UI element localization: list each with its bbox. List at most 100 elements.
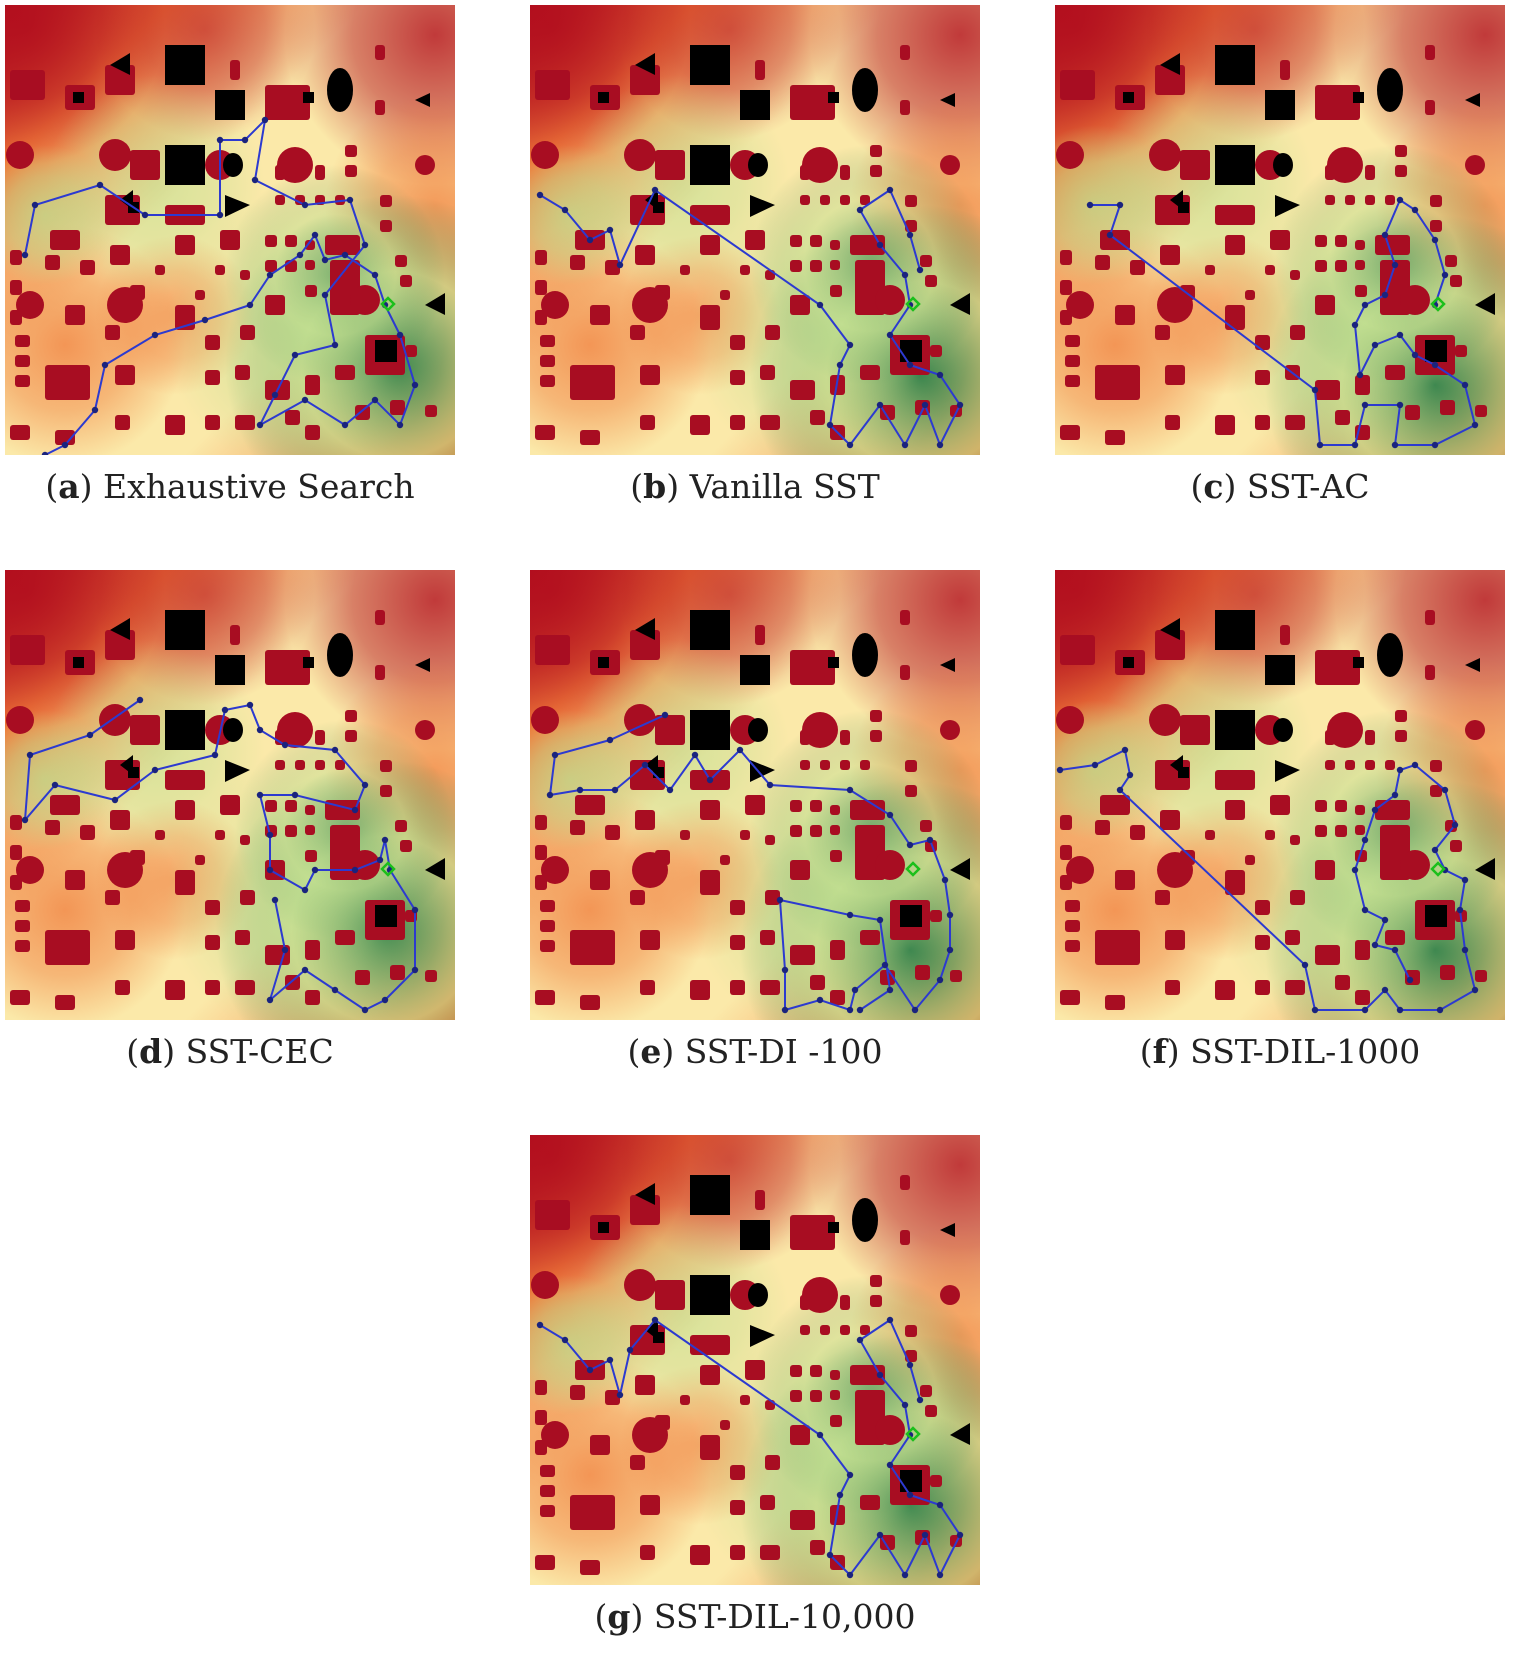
caption-c: (c) SST-AC — [1190, 467, 1370, 506]
building — [400, 840, 412, 852]
building — [1315, 295, 1335, 315]
waypoint — [251, 176, 259, 184]
building — [920, 1385, 932, 1397]
building — [1335, 235, 1347, 247]
waypoint — [1361, 906, 1369, 914]
obstacles — [598, 45, 970, 362]
building — [540, 900, 555, 912]
building — [345, 710, 357, 722]
building — [1425, 610, 1435, 625]
building — [205, 370, 220, 385]
waypoint — [1431, 361, 1439, 369]
waypoint — [1431, 846, 1439, 854]
building — [1165, 980, 1180, 995]
building — [535, 635, 570, 665]
buildings — [6, 610, 437, 1010]
waypoint — [1431, 441, 1439, 449]
building — [325, 235, 360, 255]
building — [1355, 825, 1365, 835]
building — [640, 980, 655, 995]
building — [1105, 995, 1125, 1010]
building — [540, 1505, 555, 1517]
building — [790, 1510, 815, 1530]
building — [265, 800, 277, 812]
caption-a: (a) Exhaustive Search — [45, 467, 415, 506]
obstacle — [1425, 340, 1447, 362]
building — [635, 245, 655, 265]
waypoint — [1461, 946, 1469, 954]
building — [425, 405, 437, 417]
building — [535, 1440, 547, 1455]
building — [305, 425, 320, 440]
building — [1157, 852, 1193, 888]
building — [810, 800, 822, 812]
waypoint — [561, 206, 569, 214]
obstacle — [215, 90, 245, 120]
obstacle — [940, 1223, 955, 1237]
building — [570, 820, 585, 835]
buildings — [6, 45, 437, 445]
waypoint — [1091, 761, 1099, 769]
waypoint — [351, 806, 359, 814]
building — [305, 850, 317, 862]
waypoint — [936, 1571, 944, 1579]
waypoint — [1451, 821, 1459, 829]
building — [870, 730, 882, 742]
obstacle — [598, 92, 609, 103]
waypoint — [301, 886, 309, 894]
waypoint — [606, 226, 614, 234]
building — [1450, 275, 1462, 287]
building — [305, 260, 315, 270]
waypoint — [91, 406, 99, 414]
waypoint — [111, 796, 119, 804]
building — [745, 795, 765, 815]
building — [1315, 85, 1360, 120]
waypoint — [1361, 301, 1369, 309]
building — [15, 940, 30, 952]
obstacle — [750, 195, 775, 217]
building — [15, 375, 30, 387]
caption-f: (f) SST-DIL-1000 — [1139, 1032, 1421, 1071]
building — [165, 980, 185, 1000]
waypoint — [826, 1551, 834, 1559]
target-marker — [1430, 296, 1446, 312]
building — [840, 1295, 850, 1310]
building — [285, 825, 297, 837]
obstacle — [1215, 610, 1255, 650]
heat-coolspot — [165, 195, 445, 455]
building — [80, 260, 95, 275]
waypoint — [296, 251, 304, 259]
building — [570, 255, 585, 270]
waypoint — [901, 441, 909, 449]
obstacle — [900, 340, 922, 362]
building — [745, 230, 765, 250]
building — [415, 720, 435, 740]
building — [1430, 760, 1442, 772]
building — [790, 800, 802, 812]
building — [265, 295, 285, 315]
waypoint — [21, 251, 29, 259]
building — [305, 285, 317, 297]
building — [130, 150, 160, 180]
building — [790, 1425, 810, 1445]
building — [790, 85, 835, 120]
building — [1385, 930, 1405, 945]
building — [235, 415, 255, 430]
building — [375, 610, 385, 625]
building — [810, 975, 825, 990]
building — [6, 141, 34, 169]
building — [940, 1285, 960, 1305]
obstacle — [223, 153, 243, 177]
waypoint — [936, 1501, 944, 1509]
waypoint — [381, 996, 389, 1004]
building — [655, 715, 685, 745]
building — [1157, 287, 1193, 323]
building — [1115, 870, 1135, 890]
waypoint — [281, 946, 289, 954]
obstacle — [740, 1220, 770, 1250]
building — [65, 305, 85, 325]
panel-f: (f) SST-DIL-1000 — [1055, 570, 1505, 1071]
waypoint — [341, 421, 349, 429]
building — [1215, 980, 1235, 1000]
waypoint — [411, 906, 419, 914]
